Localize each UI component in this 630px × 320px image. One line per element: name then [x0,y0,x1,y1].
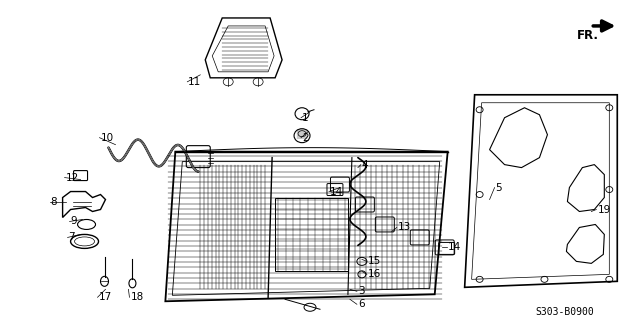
Text: 6: 6 [358,299,365,309]
Text: FR.: FR. [576,29,598,42]
Text: 8: 8 [50,196,57,206]
Text: 10: 10 [101,133,113,143]
Text: 1: 1 [302,113,309,123]
Text: 16: 16 [368,269,381,279]
Text: 14: 14 [448,243,461,252]
Text: 9: 9 [71,216,77,227]
Text: 11: 11 [188,77,202,87]
Text: 5: 5 [496,182,502,193]
Text: 4: 4 [362,160,369,170]
Text: 19: 19 [597,204,610,214]
Text: 18: 18 [130,292,144,302]
Text: 17: 17 [98,292,112,302]
Text: 12: 12 [66,172,79,183]
Text: 3: 3 [358,286,365,296]
Text: 15: 15 [368,256,381,266]
Text: 7: 7 [69,232,75,243]
Text: S303-B0900: S303-B0900 [535,307,594,317]
Text: 14: 14 [330,187,343,196]
Text: 13: 13 [398,222,411,232]
Text: 2: 2 [302,133,309,143]
